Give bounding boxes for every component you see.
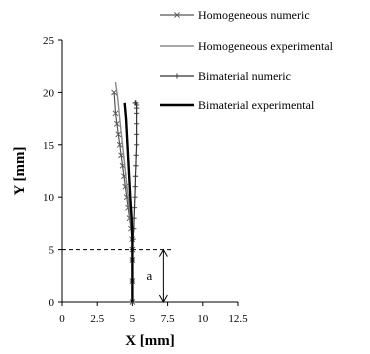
legend-item: Homogeneous experimental	[160, 39, 334, 53]
data-point-plus	[134, 131, 140, 137]
y-ticks: 0 5 10 15 20 25	[43, 35, 62, 309]
series-layer	[111, 81, 140, 305]
legend-item: Bimaterial experimental	[160, 98, 315, 112]
legend-label: Bimaterial numeric	[198, 69, 291, 83]
dimension-arrow-head-bottom	[158, 294, 168, 304]
data-point-plus	[134, 142, 140, 148]
data-point-x	[113, 120, 120, 127]
x-tick-label: 5	[130, 313, 136, 325]
x-axis-title: X [mm]	[125, 333, 175, 349]
data-point-plus	[134, 121, 140, 127]
data-point-plus	[131, 205, 138, 211]
x-tick-label: 7.5	[161, 313, 175, 325]
data-point-x	[111, 89, 118, 96]
plot-area: 0 5 10 15 20 25 0 2.5 5 7.5 10 12.5 a	[43, 35, 248, 325]
data-point-plus	[132, 173, 139, 179]
legend-item: Bimaterial numeric	[160, 69, 291, 83]
data-point-plus	[133, 152, 139, 158]
y-tick-label: 0	[49, 297, 55, 309]
legend-item: Homogeneous numeric	[160, 8, 310, 22]
y-axis-title: Y [mm]	[12, 146, 28, 195]
data-point-x	[116, 141, 123, 148]
data-point-plus	[132, 194, 138, 200]
dimension-arrow-head-top	[158, 248, 168, 257]
x-tick-label: 2.5	[90, 313, 104, 325]
data-point-plus	[174, 73, 180, 79]
legend-label: Homogeneous experimental	[198, 39, 334, 53]
data-point-plus	[133, 163, 139, 169]
x-tick-label: 0	[59, 313, 65, 325]
y-tick-label: 25	[43, 35, 55, 47]
data-point-x	[174, 12, 180, 18]
y-tick-label: 5	[49, 245, 55, 257]
data-point-plus	[134, 110, 140, 116]
annotations: a	[62, 248, 172, 304]
x-tick-label: 10	[197, 313, 209, 325]
y-tick-label: 10	[43, 192, 55, 204]
x-tick-label: 12.5	[228, 313, 248, 325]
legend: Homogeneous numeric Homogeneous experimen…	[160, 8, 334, 112]
legend-label: Bimaterial experimental	[198, 98, 315, 112]
data-point-plus	[132, 100, 138, 106]
data-point-plus	[132, 184, 138, 190]
data-point-x	[115, 131, 122, 138]
legend-label: Homogeneous numeric	[198, 8, 310, 22]
y-tick-label: 20	[43, 87, 55, 99]
annotation-label-a: a	[146, 268, 152, 283]
data-point-x	[112, 110, 119, 117]
y-tick-label: 15	[43, 140, 55, 152]
series-line	[123, 102, 134, 302]
x-ticks: 0 2.5 5 7.5 10 12.5	[59, 302, 248, 325]
series-4	[123, 102, 134, 302]
